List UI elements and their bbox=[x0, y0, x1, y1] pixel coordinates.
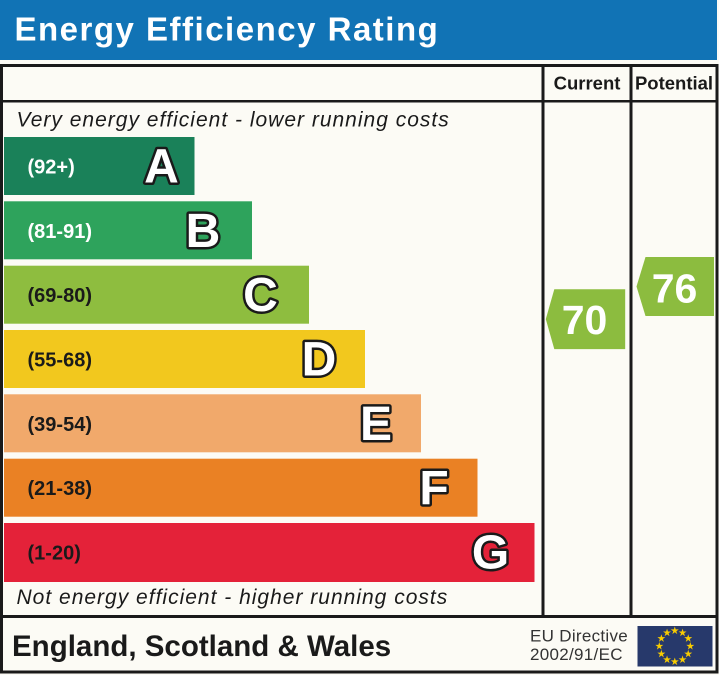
svg-text:D: D bbox=[302, 334, 337, 387]
svg-text:70: 70 bbox=[562, 297, 608, 343]
svg-text:(1-20): (1-20) bbox=[28, 543, 81, 565]
svg-text:C: C bbox=[243, 269, 278, 322]
svg-text:Not energy efficient - higher: Not energy efficient - higher running co… bbox=[17, 586, 449, 609]
svg-text:England, Scotland & Wales: England, Scotland & Wales bbox=[12, 630, 391, 663]
svg-text:B: B bbox=[186, 205, 221, 258]
svg-text:(39-54): (39-54) bbox=[28, 414, 92, 436]
svg-text:F: F bbox=[419, 462, 448, 515]
svg-text:(92+): (92+) bbox=[28, 157, 75, 179]
svg-text:(55-68): (55-68) bbox=[28, 350, 92, 372]
svg-text:76: 76 bbox=[652, 266, 698, 312]
svg-text:2002/91/EC: 2002/91/EC bbox=[530, 645, 623, 664]
svg-text:Potential: Potential bbox=[635, 73, 713, 94]
svg-text:Energy Efficiency Rating: Energy Efficiency Rating bbox=[15, 11, 440, 48]
svg-text:E: E bbox=[360, 398, 392, 451]
svg-text:Current: Current bbox=[554, 73, 621, 94]
svg-text:EU Directive: EU Directive bbox=[530, 627, 628, 646]
svg-text:(69-80): (69-80) bbox=[28, 285, 92, 307]
svg-text:(81-91): (81-91) bbox=[28, 221, 92, 243]
svg-text:G: G bbox=[472, 527, 509, 580]
svg-text:(21-38): (21-38) bbox=[28, 478, 92, 500]
svg-text:Very energy efficient - lower: Very energy efficient - lower running co… bbox=[17, 109, 450, 132]
svg-text:A: A bbox=[144, 141, 179, 194]
